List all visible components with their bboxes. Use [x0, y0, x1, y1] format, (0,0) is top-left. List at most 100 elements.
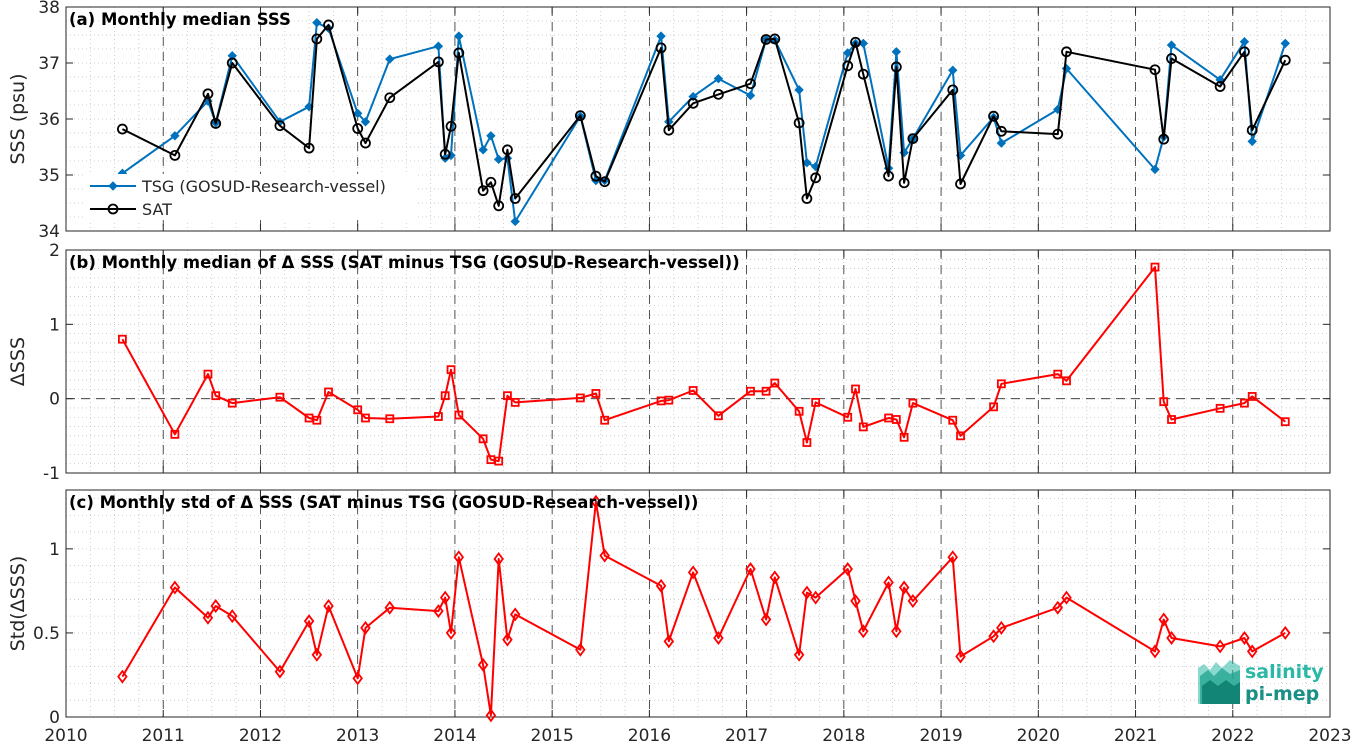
data-point: [312, 17, 322, 28]
y-tick-label: 2: [49, 241, 60, 261]
x-tick-label: 2012: [239, 726, 282, 745]
data-point: [311, 647, 323, 662]
data-point: [227, 609, 238, 624]
data-point: [360, 620, 371, 635]
data-point: [486, 131, 496, 141]
data-point: [202, 610, 214, 625]
data-point: [275, 392, 285, 402]
y-tick-label: 0: [49, 708, 60, 728]
data-point: [883, 170, 894, 182]
data-point: [851, 384, 860, 394]
data-point: [478, 145, 488, 155]
data-point: [1062, 376, 1071, 386]
data-point: [687, 565, 699, 580]
data-point: [107, 203, 119, 215]
y-tick-label: 1: [49, 540, 60, 560]
data-point: [590, 170, 602, 182]
data-point: [493, 551, 504, 566]
data-point: [274, 120, 286, 132]
data-point: [947, 84, 959, 96]
data-point: [502, 632, 513, 647]
data-point: [477, 657, 489, 672]
y-tick-label: 36: [38, 110, 60, 130]
data-point: [493, 200, 505, 212]
data-point: [1061, 46, 1072, 58]
series-line: [121, 23, 1287, 207]
data-point: [353, 405, 363, 415]
series-line: [121, 21, 1287, 223]
data-point: [360, 117, 371, 127]
data-point: [794, 85, 804, 95]
data-point: [663, 634, 675, 649]
logo-text-pi-mep: pi-mep: [1245, 683, 1319, 705]
data-point: [600, 415, 610, 425]
data-point: [485, 176, 497, 188]
axes-box: [65, 249, 1331, 474]
data-point: [433, 412, 443, 421]
data-point: [360, 137, 371, 149]
data-point: [988, 110, 999, 122]
data-point: [713, 630, 724, 645]
data-point: [1280, 417, 1290, 427]
data-point: [1246, 644, 1258, 659]
data-point: [811, 397, 821, 407]
data-point: [1061, 63, 1072, 74]
y-tick-label: 37: [38, 54, 60, 74]
data-point: [810, 172, 822, 184]
data-point: [210, 118, 222, 129]
y-tick-label: 1: [49, 315, 60, 335]
data-point: [1166, 630, 1177, 645]
data-point: [453, 550, 465, 565]
data-point: [793, 647, 805, 662]
data-point: [575, 393, 585, 403]
year-dashed-lines: [162, 490, 1234, 717]
data-point: [478, 434, 488, 444]
data-point: [575, 642, 586, 657]
data-point: [503, 391, 512, 401]
data-point: [857, 68, 869, 80]
data-point: [1240, 398, 1249, 408]
data-point: [802, 438, 812, 447]
data-point: [493, 154, 504, 165]
y-tick-label: 0: [49, 390, 60, 410]
data-point: [477, 185, 489, 197]
data-point: [445, 625, 457, 640]
x-tick-label: 2022: [1211, 726, 1254, 745]
data-point: [891, 47, 902, 57]
y-axis: 00.51: [33, 540, 1330, 728]
data-point: [361, 413, 370, 423]
data-point: [955, 178, 966, 190]
data-point: [352, 671, 363, 686]
data-point: [323, 19, 334, 31]
data-point: [655, 42, 667, 54]
legend-entry: SAT: [142, 200, 172, 219]
x-tick-label: 2016: [628, 726, 671, 745]
plot-area: [66, 490, 1330, 717]
data-point: [599, 548, 610, 563]
data-point: [1158, 133, 1170, 145]
data-point: [770, 378, 780, 388]
y-tick-label: 0.5: [33, 624, 60, 644]
data-point: [996, 620, 1007, 635]
data-point: [384, 92, 396, 104]
data-point: [591, 389, 601, 398]
y-tick-label: 35: [38, 166, 60, 186]
data-point: [324, 387, 333, 397]
data-point: [1150, 164, 1160, 175]
data-point: [352, 123, 364, 134]
data-point: [996, 379, 1006, 389]
data-point: [494, 456, 504, 466]
x-tick-label: 2020: [1017, 726, 1060, 745]
data-point: [169, 580, 181, 595]
data-point: [988, 629, 999, 644]
legend: TSG (GOSUD-Research-vessel) SAT: [86, 174, 418, 220]
data-point: [842, 60, 854, 72]
series-1: [117, 262, 1290, 466]
data-point: [989, 402, 998, 412]
data-point: [1280, 38, 1290, 49]
data-point: [663, 124, 675, 136]
data-point: [1149, 644, 1161, 659]
data-point: [850, 36, 861, 48]
data-point: [311, 33, 323, 45]
